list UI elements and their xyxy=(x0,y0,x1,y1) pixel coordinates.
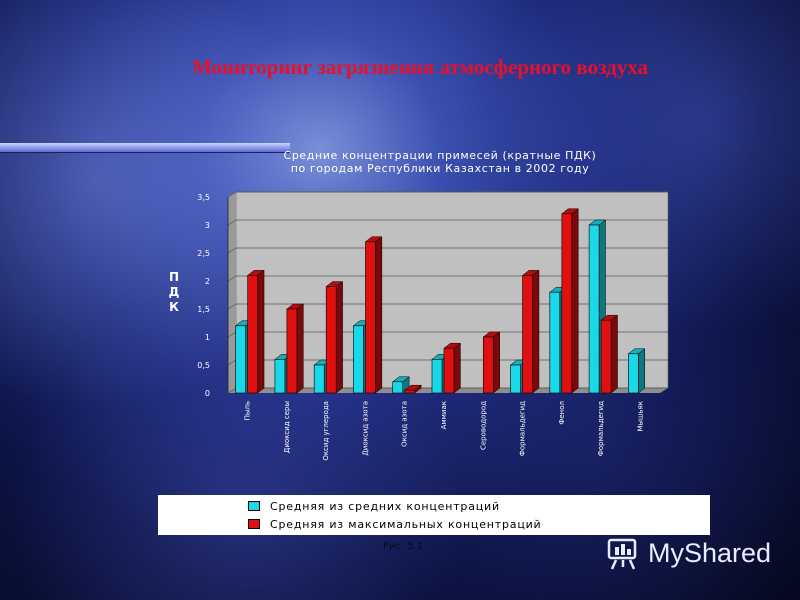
bar-front xyxy=(510,364,521,394)
watermark-text: MyShared xyxy=(648,537,772,568)
chart-subtitle: по городам Республики Казахстан в 2002 г… xyxy=(291,162,590,175)
slide-title: Мониторинг загрязнения атмосферного возд… xyxy=(192,55,648,79)
y-tick-label: 0 xyxy=(205,389,210,398)
legend-item-average: Средняя из средних концентраций xyxy=(248,498,500,514)
x-tick-label: Диоксид серы xyxy=(283,401,291,453)
plot-side-wall xyxy=(228,192,236,393)
bar-front xyxy=(549,291,561,394)
bar xyxy=(482,331,501,394)
decorative-bar xyxy=(0,143,290,153)
x-tick-label: Сероводород xyxy=(479,401,487,450)
bar xyxy=(364,236,383,394)
legend-swatch-average xyxy=(248,501,260,511)
x-tick-label: Формальдегид xyxy=(597,401,605,456)
bar-front xyxy=(313,364,325,394)
bar-side xyxy=(257,269,265,394)
bar-front xyxy=(392,381,404,394)
bar xyxy=(561,208,579,394)
y-axis-label: ПДК xyxy=(169,270,180,314)
bar-front xyxy=(443,347,455,394)
chart-legend: Средняя из средних концентраций Средняя … xyxy=(158,495,710,535)
bar-front xyxy=(522,275,533,394)
bar-front xyxy=(482,336,494,394)
y-axis-label-letter: К xyxy=(169,300,179,314)
bar-side xyxy=(375,236,383,394)
legend-label-maximum: Средняя из максимальных концентраций xyxy=(270,517,542,531)
bar-front xyxy=(235,325,246,394)
legend-item-maximum: Средняя из максимальных концентраций xyxy=(248,516,542,532)
bar-side xyxy=(638,348,646,394)
y-tick-label: 2,5 xyxy=(197,249,210,258)
legend-swatch-maximum xyxy=(248,519,260,529)
bar-side xyxy=(335,281,343,394)
bar-front xyxy=(353,325,364,394)
gridline xyxy=(227,247,668,254)
bar xyxy=(246,269,265,394)
bar-front xyxy=(628,353,639,394)
y-tick-label: 1,5 xyxy=(197,305,210,314)
bar-front xyxy=(431,359,443,394)
presentation-board-icon xyxy=(607,538,637,570)
y-tick-label: 0,5 xyxy=(197,361,210,370)
x-tick-label: Диоксид азота xyxy=(361,401,369,456)
x-tick-label: Аммиак xyxy=(440,401,448,429)
bar-side xyxy=(610,314,618,394)
bar xyxy=(325,281,344,394)
bar xyxy=(600,314,619,394)
y-axis-label-letter: Д xyxy=(169,285,180,299)
y-axis-label-letter: П xyxy=(169,270,179,284)
bar-front xyxy=(247,275,258,394)
x-tick-label: Пыль xyxy=(244,401,252,420)
bar-front xyxy=(286,308,298,394)
x-tick-label: Формальдегид xyxy=(519,401,527,456)
bar xyxy=(443,342,462,394)
bar-front xyxy=(561,213,573,394)
bar-front xyxy=(365,241,376,394)
bar-front xyxy=(274,359,286,394)
bar-front xyxy=(404,389,416,394)
x-tick-label: Оксид азота xyxy=(401,401,409,447)
y-tick-label: 2 xyxy=(205,277,210,286)
y-tick-label: 3,5 xyxy=(197,193,210,202)
bar-side xyxy=(296,303,304,394)
y-tick-label: 1 xyxy=(205,333,210,342)
figure-caption: Рис. 5.1 xyxy=(383,541,424,552)
bar-front xyxy=(325,286,337,394)
bar-side xyxy=(571,208,579,394)
bar xyxy=(521,269,540,394)
gridline xyxy=(227,191,668,198)
legend-label-average: Средняя из средних концентраций xyxy=(270,499,500,513)
watermark: MyShared xyxy=(606,536,771,570)
bar-front xyxy=(600,319,612,394)
x-tick-label: Оксид углерода xyxy=(322,401,330,461)
bar xyxy=(286,303,305,394)
bar xyxy=(404,384,422,394)
bar-side xyxy=(532,269,540,394)
gridline xyxy=(227,219,668,226)
bar xyxy=(627,348,646,394)
bar-side xyxy=(453,342,461,394)
chart-title: Средние концентрации примесей (кратные П… xyxy=(284,149,597,162)
x-tick-label: Фенол xyxy=(558,401,566,425)
bar-front xyxy=(588,224,600,394)
y-tick-label: 3 xyxy=(205,221,210,230)
bar-side xyxy=(493,331,500,394)
x-tick-label: Мышьяк xyxy=(636,401,644,432)
